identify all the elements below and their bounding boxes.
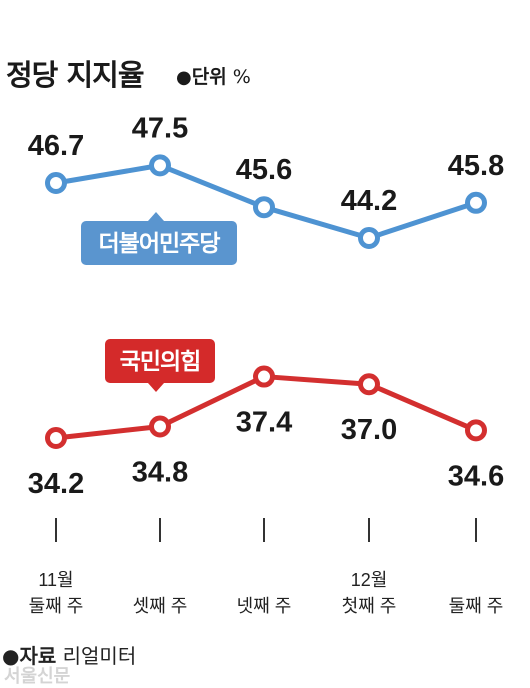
data-point-1-1: [149, 415, 171, 438]
x-tick-label-week-4: 둘째 주: [449, 596, 504, 616]
tag-ppp-label: 국민의힘: [120, 349, 201, 375]
data-point-1-2: [253, 365, 275, 388]
unit-dot-icon: ●: [176, 67, 192, 88]
data-label-0-4: 45.8: [448, 150, 504, 182]
chart-title: 정당 지지율: [6, 58, 144, 92]
data-label-0-3: 44.2: [341, 185, 397, 217]
data-label-0-1: 47.5: [132, 112, 188, 144]
x-tick-label-week-1: 셋째 주: [133, 596, 188, 616]
data-label-1-2: 37.4: [236, 407, 292, 439]
data-point-0-3: [358, 227, 380, 249]
source-dot-icon: ●: [2, 644, 20, 668]
data-point-0-2: [253, 196, 275, 219]
data-label-0-2: 45.6: [236, 154, 292, 186]
data-label-1-3: 37.0: [341, 414, 397, 446]
x-tick-label-month-3: 12월: [351, 570, 388, 590]
tag-democratic-pointer: [148, 212, 164, 221]
tag-democratic: 더불어민주당: [79, 212, 239, 267]
source-value: 리얼미터: [62, 644, 137, 668]
unit-label: 단위: [191, 66, 227, 88]
data-point-0-0: [45, 172, 67, 194]
unit-note: ●단위 %: [176, 62, 251, 89]
credit-watermark: 서울신문: [4, 666, 71, 687]
x-tick-label-week-0: 둘째 주: [29, 596, 84, 616]
x-tick-label-month-0: 11월: [38, 570, 73, 590]
source-note: ●자료 리얼미터: [2, 640, 136, 669]
data-point-1-0: [45, 427, 67, 449]
data-point-0-1: [149, 154, 171, 177]
data-point-1-4: [465, 419, 487, 442]
x-tick-label-week-3: 첫째 주: [342, 596, 397, 616]
tag-ppp-pointer: [148, 383, 164, 392]
data-label-1-0: 34.2: [28, 468, 84, 500]
data-label-0-0: 46.7: [28, 130, 84, 162]
unit-symbol: %: [232, 66, 251, 88]
source-label: 자료: [19, 644, 57, 668]
tag-democratic-label: 더불어민주당: [99, 231, 221, 257]
x-tick-label-week-2: 넷째 주: [237, 596, 292, 616]
tag-ppp: 국민의힘: [103, 337, 217, 392]
data-label-1-1: 34.8: [132, 456, 188, 488]
data-point-0-4: [465, 191, 487, 214]
data-label-1-4: 34.6: [448, 460, 504, 492]
data-point-1-3: [358, 373, 380, 396]
